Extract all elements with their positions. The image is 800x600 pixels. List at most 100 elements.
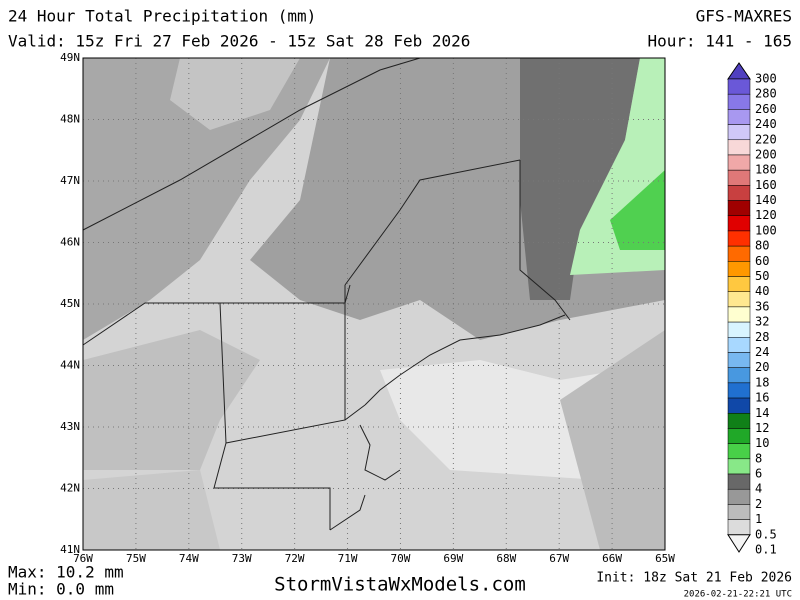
legend-label: 36 <box>755 299 769 313</box>
legend-label: 20 <box>755 360 769 374</box>
legend-swatch <box>727 169 751 186</box>
legend-label: 80 <box>755 239 769 253</box>
legend-swatch <box>727 245 751 262</box>
legend-swatch <box>727 367 751 384</box>
legend-label: 1 <box>755 512 762 526</box>
lon-label: 75W <box>126 552 146 565</box>
lon-label: 68W <box>496 552 516 565</box>
legend-swatch <box>727 230 751 247</box>
lat-label: 46N <box>60 236 80 249</box>
legend-label: 260 <box>755 102 777 116</box>
lat-label: 48N <box>60 113 80 126</box>
legend-label: 12 <box>755 421 769 435</box>
lon-label: 71W <box>338 552 358 565</box>
legend-swatch <box>727 109 751 125</box>
legend-swatch <box>727 93 751 110</box>
legend-label: 100 <box>755 223 777 237</box>
legend-label: 140 <box>755 193 777 207</box>
legend-label: 2 <box>755 497 762 511</box>
legend-label: 6 <box>755 467 762 481</box>
legend-label: 160 <box>755 178 777 192</box>
legend-label: 0.5 <box>755 527 777 541</box>
legend-label: 120 <box>755 208 777 222</box>
legend-label: 8 <box>755 451 762 465</box>
legend-label: 180 <box>755 163 777 177</box>
max-value: Max: 10.2 mm <box>8 563 124 582</box>
legend-label: 220 <box>755 132 777 146</box>
lat-label: 41N <box>60 543 80 556</box>
model-name: GFS-MAXRES <box>696 7 792 26</box>
lon-label: 70W <box>391 552 411 565</box>
legend-swatch <box>727 306 751 323</box>
map <box>82 57 666 551</box>
legend-swatch <box>727 458 751 475</box>
legend-swatch <box>727 215 751 232</box>
legend-label: 240 <box>755 117 777 131</box>
title: 24 Hour Total Precipitation (mm) <box>8 7 316 26</box>
lon-label: 69W <box>443 552 463 565</box>
legend-label: 10 <box>755 436 769 450</box>
legend-label: 24 <box>755 345 769 359</box>
legend-swatch <box>727 397 751 414</box>
legend-swatch <box>727 200 751 216</box>
min-value: Min: 0.0 mm <box>8 580 114 599</box>
legend-label: 280 <box>755 87 777 101</box>
lat-label: 49N <box>60 51 80 64</box>
precip-area <box>610 170 665 250</box>
valid-time: Valid: 15z Fri 27 Feb 2026 - 15z Sat 28 … <box>8 32 470 51</box>
legend-label: 200 <box>755 147 777 161</box>
lon-label: 67W <box>549 552 569 565</box>
legend-label: 18 <box>755 375 769 389</box>
legend-label: 40 <box>755 284 769 298</box>
legend-label: 32 <box>755 315 769 329</box>
legend-label: 300 <box>755 72 777 86</box>
legend-label: 0.1 <box>755 543 777 557</box>
lat-label: 42N <box>60 482 80 495</box>
legend-swatch <box>727 124 751 141</box>
lon-label: 73W <box>232 552 252 565</box>
legend-swatch <box>727 337 751 353</box>
map-frame <box>82 57 666 551</box>
legend-label: 60 <box>755 254 769 268</box>
borders <box>82 57 571 530</box>
legend-swatch <box>727 413 751 429</box>
legend-swatch <box>727 352 751 368</box>
legend-label: 14 <box>755 406 769 420</box>
lat-label: 45N <box>60 297 80 310</box>
legend-swatch <box>727 382 751 399</box>
legend-swatch <box>727 504 751 520</box>
legend-label: 50 <box>755 269 769 283</box>
lon-label: 74W <box>179 552 199 565</box>
legend-swatch <box>727 473 751 490</box>
lon-label: 65W <box>655 552 675 565</box>
lat-label: 43N <box>60 420 80 433</box>
legend-arrow <box>727 534 751 553</box>
precip-area <box>520 58 640 300</box>
lon-label: 72W <box>285 552 305 565</box>
legend-label: 16 <box>755 391 769 405</box>
legend-label: 28 <box>755 330 769 344</box>
legend-swatch <box>727 321 751 338</box>
timestamp: 2026-02-21-22:21 UTC <box>684 590 792 600</box>
legend-swatch <box>727 78 751 95</box>
legend-arrow <box>727 62 751 80</box>
lat-label: 47N <box>60 174 80 187</box>
lat-label: 44N <box>60 359 80 372</box>
legend-swatch <box>727 185 751 201</box>
forecast-hours: Hour: 141 - 165 <box>648 32 793 51</box>
legend-swatch <box>727 154 751 171</box>
coastline <box>329 314 566 531</box>
legend-swatch <box>727 519 751 536</box>
precip-area <box>83 330 260 470</box>
legend-swatch <box>727 443 751 460</box>
legend-label: 4 <box>755 482 762 496</box>
legend-swatch <box>727 428 751 444</box>
legend-swatch <box>727 139 751 156</box>
precip-area <box>83 470 220 550</box>
site-name: StormVistaWxModels.com <box>274 574 526 596</box>
legend-swatch <box>727 291 751 308</box>
legend-swatch <box>727 261 751 277</box>
legend-swatch <box>727 276 751 292</box>
lon-label: 66W <box>602 552 622 565</box>
